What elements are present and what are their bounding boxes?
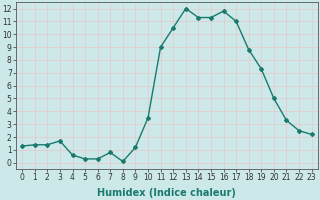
X-axis label: Humidex (Indice chaleur): Humidex (Indice chaleur) (98, 188, 236, 198)
